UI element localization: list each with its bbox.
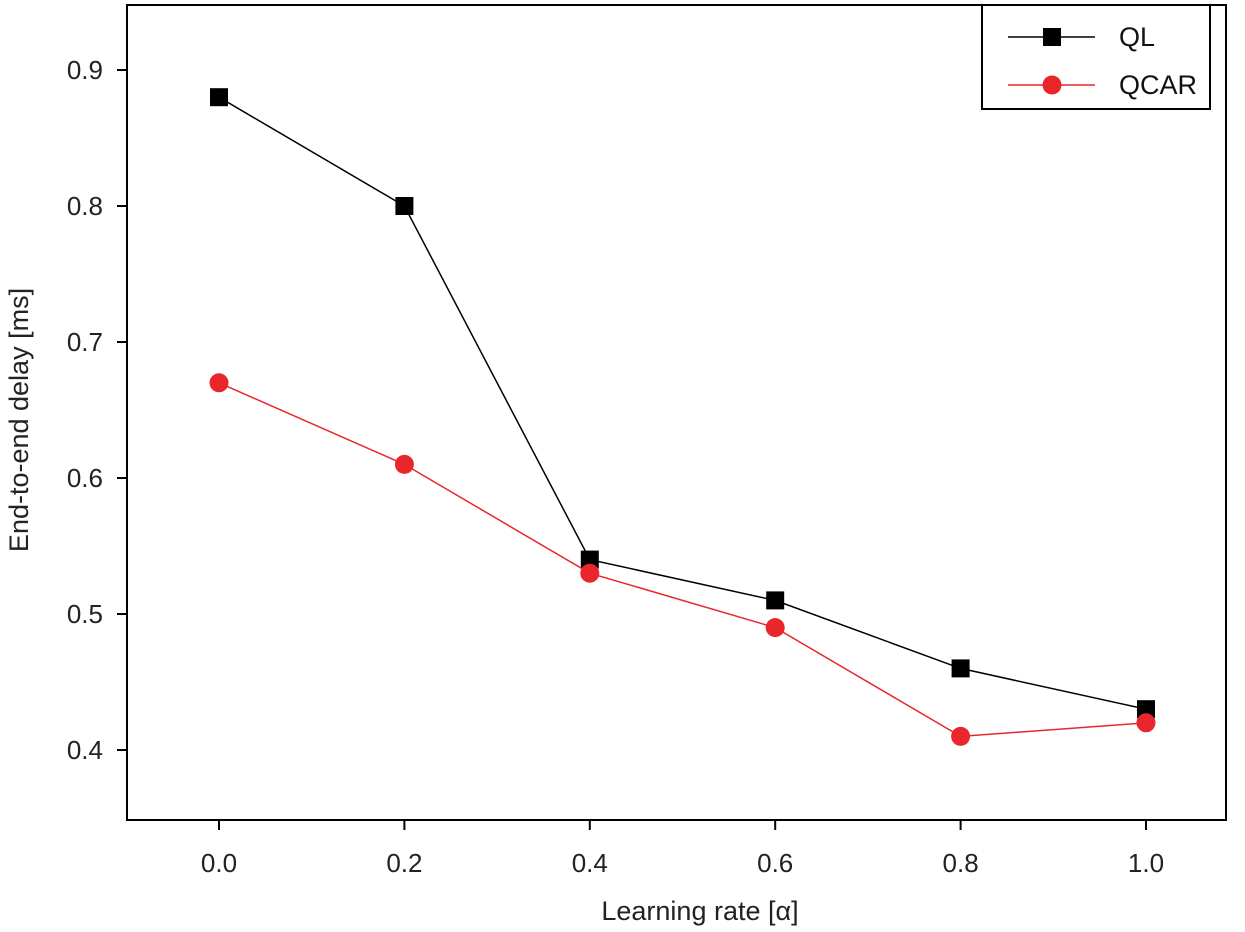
data-point bbox=[765, 618, 785, 638]
data-point bbox=[1137, 700, 1155, 719]
y-axis: 0.4 0.5 0.6 0.7 0.8 0.9 bbox=[67, 55, 127, 765]
y-axis-label: End-to-end delay [ms] bbox=[4, 288, 34, 552]
data-point bbox=[580, 550, 599, 569]
y-tick-label: 0.8 bbox=[67, 191, 103, 221]
y-tick-label: 0.4 bbox=[67, 735, 103, 765]
x-tick-label: 0.8 bbox=[943, 848, 979, 878]
series-ql bbox=[210, 88, 1155, 719]
data-point bbox=[951, 659, 970, 678]
data-point bbox=[1136, 713, 1156, 733]
series-layer bbox=[209, 88, 1156, 746]
x-tick-label: 0.4 bbox=[572, 848, 608, 878]
legend-label: QL bbox=[1119, 22, 1155, 52]
data-point bbox=[580, 563, 600, 583]
data-point bbox=[766, 591, 785, 610]
data-point bbox=[394, 454, 414, 474]
plot-frame bbox=[126, 4, 1227, 821]
series-line bbox=[218, 382, 1147, 738]
data-point bbox=[395, 197, 414, 215]
series-line bbox=[218, 96, 1147, 710]
x-axis-label: Learning rate [α] bbox=[601, 896, 798, 926]
x-tick-label: 1.0 bbox=[1128, 848, 1164, 878]
x-tick-label: 0.6 bbox=[757, 848, 793, 878]
legend-box bbox=[981, 4, 1211, 110]
x-tick-label: 0.2 bbox=[386, 848, 422, 878]
legend-marker bbox=[1042, 75, 1062, 95]
legend-label: QCAR bbox=[1119, 70, 1197, 100]
y-tick-label: 0.9 bbox=[67, 55, 103, 85]
y-tick-label: 0.5 bbox=[67, 599, 103, 629]
legend: QL QCAR bbox=[981, 4, 1211, 110]
data-point bbox=[210, 88, 228, 107]
legend-marker bbox=[1043, 28, 1061, 46]
y-tick-label: 0.6 bbox=[67, 463, 103, 493]
data-point bbox=[951, 726, 971, 746]
data-point bbox=[209, 373, 229, 393]
y-tick-label: 0.7 bbox=[67, 327, 103, 357]
x-axis: 0.0 0.2 0.4 0.6 0.8 1.0 bbox=[201, 820, 1164, 878]
x-tick-label: 0.0 bbox=[201, 848, 237, 878]
series-qcar bbox=[209, 373, 1156, 746]
